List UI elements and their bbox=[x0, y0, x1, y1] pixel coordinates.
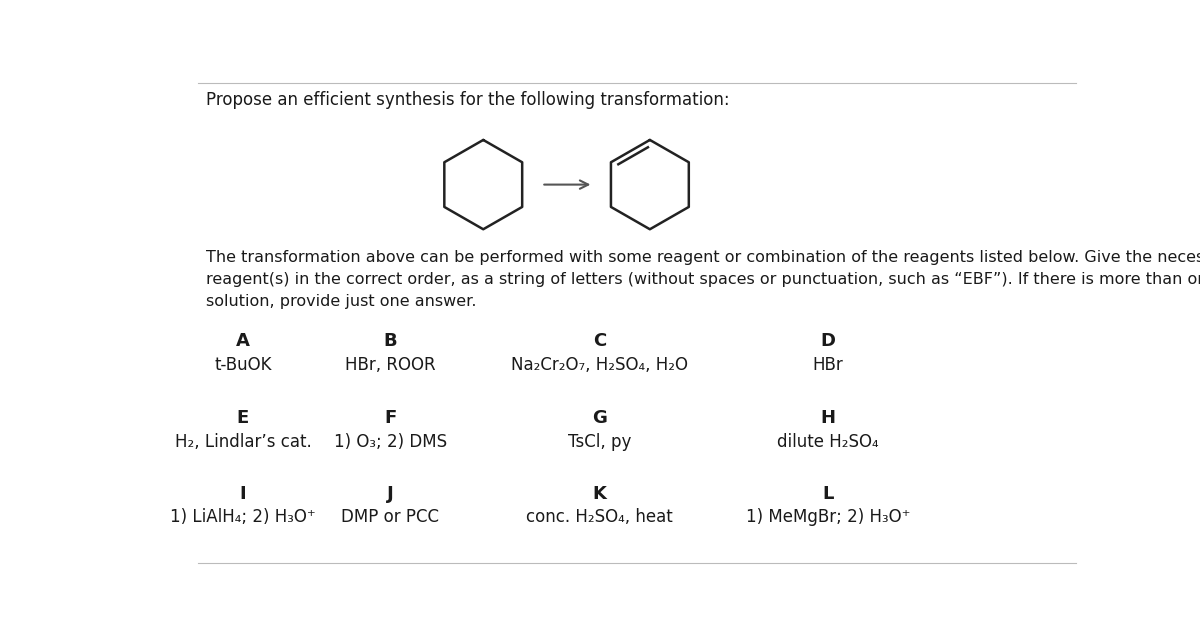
Text: reagent(s) in the correct order, as a string of letters (without spaces or punct: reagent(s) in the correct order, as a st… bbox=[206, 272, 1200, 287]
Text: HBr, ROOR: HBr, ROOR bbox=[344, 356, 436, 374]
Text: HBr: HBr bbox=[812, 356, 844, 374]
Text: The transformation above can be performed with some reagent or combination of th: The transformation above can be performe… bbox=[206, 250, 1200, 265]
Text: Propose an efficient synthesis for the following transformation:: Propose an efficient synthesis for the f… bbox=[206, 91, 730, 109]
Text: J: J bbox=[386, 485, 394, 503]
Text: 1) MeMgBr; 2) H₃O⁺: 1) MeMgBr; 2) H₃O⁺ bbox=[746, 508, 911, 526]
Text: dilute H₂SO₄: dilute H₂SO₄ bbox=[778, 433, 878, 451]
Text: L: L bbox=[822, 485, 834, 503]
Text: G: G bbox=[592, 410, 607, 428]
Text: t-BuOK: t-BuOK bbox=[215, 356, 271, 374]
Text: F: F bbox=[384, 410, 396, 428]
Text: conc. H₂SO₄, heat: conc. H₂SO₄, heat bbox=[526, 508, 673, 526]
Text: I: I bbox=[240, 485, 246, 503]
Text: solution, provide just one answer.: solution, provide just one answer. bbox=[206, 294, 476, 309]
Text: D: D bbox=[821, 332, 835, 351]
Text: E: E bbox=[236, 410, 250, 428]
Text: TsCl, py: TsCl, py bbox=[568, 433, 631, 451]
Text: 1) O₃; 2) DMS: 1) O₃; 2) DMS bbox=[334, 433, 446, 451]
Text: DMP or PCC: DMP or PCC bbox=[341, 508, 439, 526]
Text: B: B bbox=[384, 332, 397, 351]
Text: A: A bbox=[236, 332, 250, 351]
Text: K: K bbox=[593, 485, 606, 503]
Text: 1) LiAlH₄; 2) H₃O⁺: 1) LiAlH₄; 2) H₃O⁺ bbox=[170, 508, 316, 526]
Text: C: C bbox=[593, 332, 606, 351]
Text: H₂, Lindlar’s cat.: H₂, Lindlar’s cat. bbox=[175, 433, 311, 451]
Text: H: H bbox=[821, 410, 835, 428]
Text: Na₂Cr₂O₇, H₂SO₄, H₂O: Na₂Cr₂O₇, H₂SO₄, H₂O bbox=[511, 356, 688, 374]
